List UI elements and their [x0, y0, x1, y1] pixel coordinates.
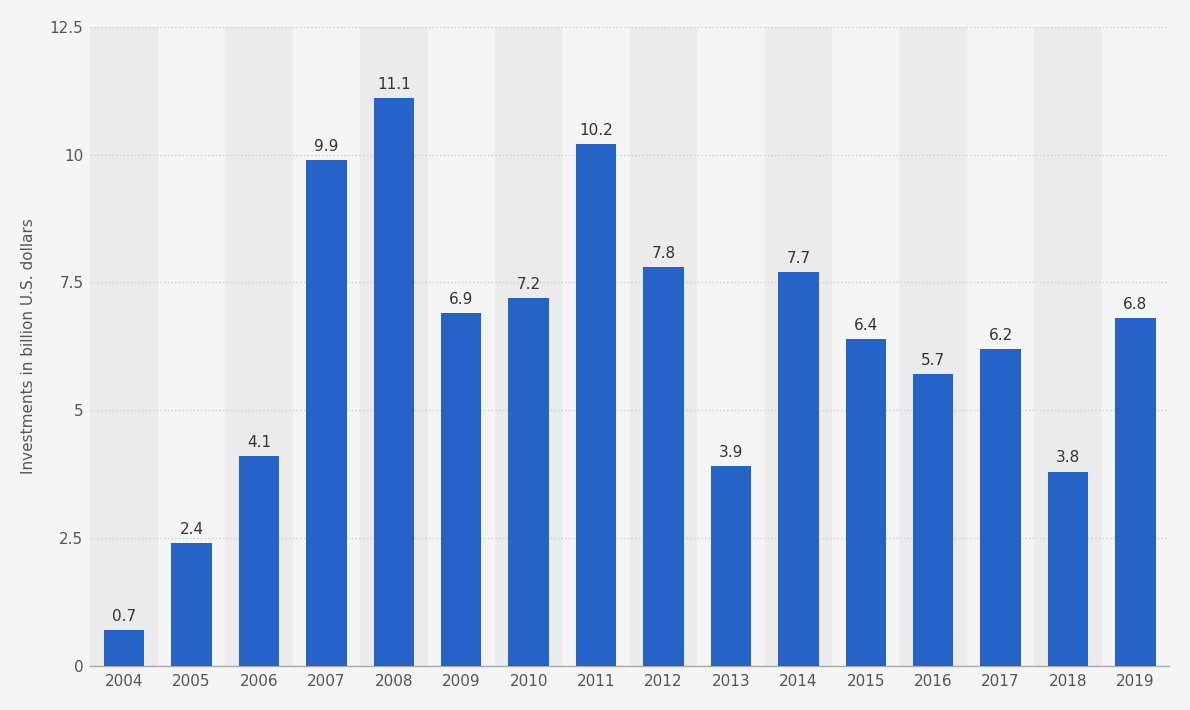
Text: 3.9: 3.9 [719, 445, 743, 460]
Bar [832, 27, 900, 666]
Y-axis label: Investments in billion U.S. dollars: Investments in billion U.S. dollars [21, 219, 36, 474]
Text: 10.2: 10.2 [580, 124, 613, 138]
Text: 0.7: 0.7 [112, 609, 136, 624]
Bar [846, 339, 887, 666]
Text: 7.2: 7.2 [516, 277, 540, 292]
Bar [104, 630, 144, 666]
Bar [508, 297, 549, 666]
Bar [90, 27, 158, 666]
Bar [913, 374, 953, 666]
Text: 11.1: 11.1 [377, 77, 411, 92]
Bar [495, 27, 563, 666]
Bar [361, 27, 427, 666]
Text: 6.2: 6.2 [989, 328, 1013, 343]
Bar [778, 272, 819, 666]
Bar [765, 27, 832, 666]
Text: 6.8: 6.8 [1123, 297, 1147, 312]
Bar [981, 349, 1021, 666]
Text: 5.7: 5.7 [921, 354, 945, 368]
Bar [563, 27, 630, 666]
Bar [1048, 471, 1089, 666]
Bar [644, 267, 684, 666]
Text: 7.8: 7.8 [651, 246, 676, 261]
Text: 7.7: 7.7 [787, 251, 810, 266]
Bar [239, 457, 280, 666]
Text: 6.4: 6.4 [853, 317, 878, 332]
Text: 2.4: 2.4 [180, 522, 203, 537]
Bar [900, 27, 967, 666]
Bar [576, 144, 616, 666]
Bar [697, 27, 765, 666]
Text: 9.9: 9.9 [314, 138, 339, 153]
Bar [306, 160, 346, 666]
Bar [710, 466, 751, 666]
Bar [441, 313, 482, 666]
Bar [427, 27, 495, 666]
Bar [1034, 27, 1102, 666]
Bar [374, 99, 414, 666]
Bar [1115, 318, 1155, 666]
Bar [630, 27, 697, 666]
Bar [158, 27, 225, 666]
Bar [293, 27, 361, 666]
Text: 6.9: 6.9 [449, 292, 474, 307]
Text: 3.8: 3.8 [1056, 450, 1081, 466]
Bar [1102, 27, 1169, 666]
Bar [171, 543, 212, 666]
Text: 4.1: 4.1 [246, 435, 271, 450]
Bar [967, 27, 1034, 666]
Bar [225, 27, 293, 666]
